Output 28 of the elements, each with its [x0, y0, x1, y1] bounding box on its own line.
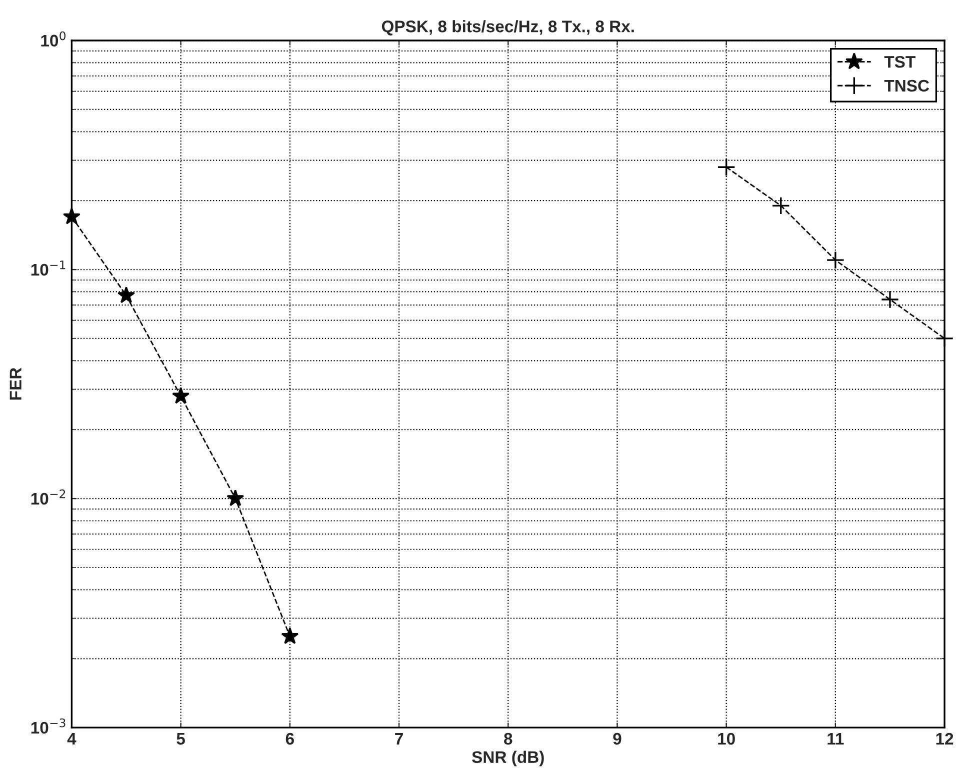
y-tick-label: 10$^{−2}$ [31, 489, 66, 505]
y-tick-label: 10$^{−3}$ [31, 718, 66, 734]
point [717, 158, 736, 176]
y-tick-label: 10$^{0}$ [41, 31, 66, 47]
point [880, 290, 900, 309]
legend-label: TNSC [884, 80, 930, 92]
x-tick-label: 8 [504, 732, 512, 745]
x-tick-label: 9 [613, 732, 622, 745]
x-tick-label: 4 [67, 733, 76, 745]
point [772, 196, 790, 215]
x-tick-label: 5 [176, 733, 185, 745]
legend-label: TST [884, 56, 916, 68]
y-tick-label: 10$^{−1}$ [31, 260, 66, 276]
x-axis-title: SNR (dB) [472, 750, 544, 766]
y-axis-title: FER [10, 368, 22, 400]
point [935, 329, 954, 348]
point [226, 489, 244, 506]
point [281, 627, 299, 644]
point [62, 208, 80, 224]
x-tick-label: 11 [828, 733, 844, 745]
x-tick-label: 7 [395, 733, 403, 745]
x-tick-label: 12 [936, 732, 954, 745]
point [172, 386, 190, 404]
x-tick-label: 10 [718, 732, 735, 745]
point [117, 286, 136, 304]
point [826, 250, 845, 270]
chart-title: QPSK, 8 bits/sec/Hz, 8 Tx., 8 Rx. [382, 20, 634, 36]
x-tick-label: 6 [286, 732, 294, 745]
